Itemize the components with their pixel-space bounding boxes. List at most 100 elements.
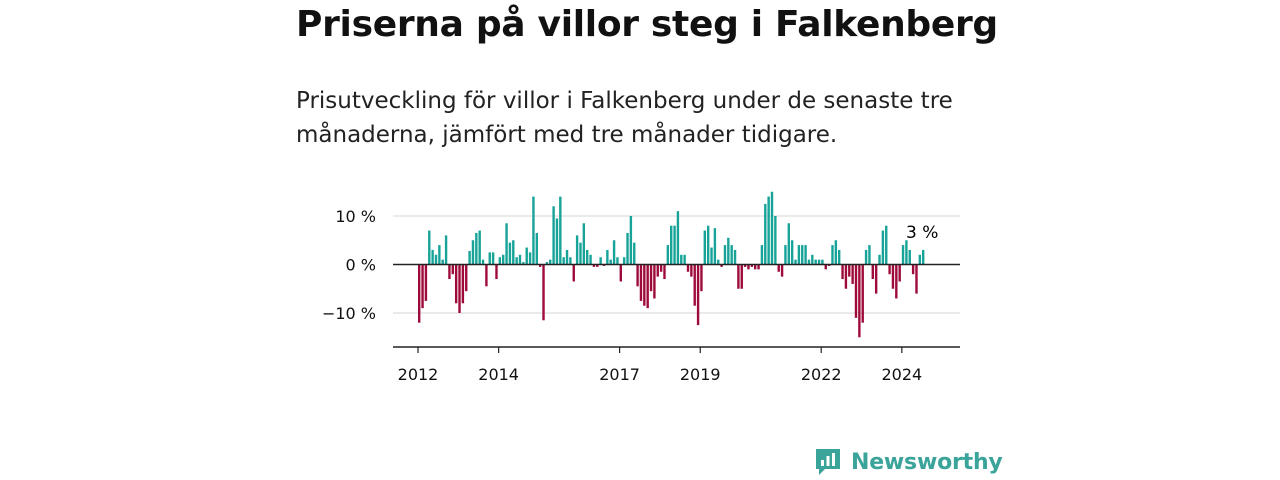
bar bbox=[616, 257, 619, 265]
page-subtitle: Prisutveckling för villor i Falkenberg u… bbox=[296, 88, 953, 148]
bar bbox=[518, 254, 522, 265]
bar bbox=[649, 264, 653, 292]
bar bbox=[522, 262, 525, 265]
bar bbox=[485, 264, 488, 287]
bar bbox=[421, 264, 424, 309]
bar bbox=[864, 249, 868, 265]
bar bbox=[475, 232, 478, 265]
bar bbox=[505, 223, 508, 265]
bar bbox=[465, 264, 468, 292]
bar bbox=[814, 259, 817, 265]
bar bbox=[918, 254, 922, 265]
bar bbox=[861, 264, 864, 323]
newsworthy-logo: Newsworthy bbox=[814, 446, 1003, 478]
bar bbox=[676, 211, 680, 265]
bar bbox=[488, 252, 491, 265]
bar bbox=[740, 264, 743, 289]
bar bbox=[888, 264, 891, 275]
bar bbox=[686, 264, 690, 272]
bar bbox=[790, 240, 794, 265]
bar bbox=[491, 252, 495, 265]
bar bbox=[922, 249, 925, 265]
x-tick-label: 2012 bbox=[398, 365, 439, 384]
x-tick-label: 2014 bbox=[478, 365, 519, 384]
bar bbox=[495, 264, 498, 280]
bar bbox=[868, 245, 871, 265]
bar bbox=[905, 240, 908, 265]
bar bbox=[562, 257, 565, 265]
bar bbox=[458, 264, 461, 313]
x-tick-label: 2024 bbox=[881, 365, 922, 384]
bar bbox=[851, 264, 854, 284]
bar bbox=[481, 259, 485, 265]
bar bbox=[471, 240, 475, 265]
axis-labels: 10 % 0 % −10 % 2012 2014 2017 2019 2022 2024 3 % bbox=[322, 207, 940, 384]
bar bbox=[797, 245, 801, 265]
bar bbox=[512, 240, 515, 265]
bar bbox=[804, 245, 807, 265]
bar bbox=[565, 249, 569, 265]
newsworthy-logo-text: Newsworthy bbox=[851, 449, 1003, 475]
bars bbox=[418, 191, 925, 338]
bar bbox=[774, 216, 777, 265]
bar bbox=[757, 264, 760, 270]
bar bbox=[659, 264, 663, 272]
bar bbox=[653, 264, 656, 299]
bar bbox=[706, 225, 710, 265]
bar bbox=[854, 264, 858, 318]
bar bbox=[619, 264, 622, 282]
bar bbox=[898, 264, 901, 282]
bar bbox=[831, 245, 834, 265]
bar bbox=[508, 242, 512, 265]
bar bbox=[673, 225, 676, 265]
bar bbox=[545, 262, 549, 265]
bar bbox=[838, 249, 841, 265]
bar bbox=[821, 259, 824, 265]
bar bbox=[542, 264, 545, 321]
bar bbox=[622, 257, 626, 265]
bar bbox=[858, 264, 861, 338]
bar bbox=[844, 264, 848, 289]
bar bbox=[767, 196, 770, 265]
bar bbox=[532, 196, 535, 265]
grid-lines bbox=[393, 215, 960, 314]
bar bbox=[841, 264, 844, 280]
bar bbox=[444, 235, 448, 265]
bar bbox=[666, 245, 670, 265]
bar bbox=[663, 264, 666, 280]
page-title: Priserna på villor steg i Falkenberg bbox=[296, 4, 998, 45]
bar bbox=[643, 264, 646, 306]
bar bbox=[431, 249, 434, 265]
bar bbox=[515, 257, 518, 265]
bar bbox=[700, 264, 703, 292]
bar bbox=[747, 264, 750, 270]
x-tick-label: 2017 bbox=[599, 365, 640, 384]
bar bbox=[549, 259, 552, 265]
bar bbox=[606, 249, 609, 265]
bar bbox=[770, 191, 774, 265]
bar bbox=[743, 264, 747, 267]
y-tick-label: −10 % bbox=[322, 304, 376, 323]
bar bbox=[569, 257, 572, 265]
bar bbox=[448, 264, 451, 280]
y-tick-label: 0 % bbox=[346, 256, 376, 275]
bar bbox=[683, 254, 686, 265]
bar bbox=[555, 218, 559, 265]
bar bbox=[693, 264, 696, 306]
bar bbox=[609, 259, 612, 265]
bar bbox=[626, 232, 629, 265]
bar bbox=[824, 264, 827, 270]
bar bbox=[723, 245, 727, 265]
bar bbox=[777, 264, 780, 272]
bar bbox=[720, 264, 723, 267]
bar bbox=[559, 196, 562, 265]
bar bbox=[599, 257, 602, 265]
bar bbox=[733, 249, 737, 265]
bar bbox=[710, 247, 713, 265]
bar bbox=[885, 225, 888, 265]
bar bbox=[582, 223, 586, 265]
bar bbox=[680, 254, 683, 265]
bar bbox=[424, 264, 428, 301]
y-tick-label: 10 % bbox=[335, 207, 376, 226]
